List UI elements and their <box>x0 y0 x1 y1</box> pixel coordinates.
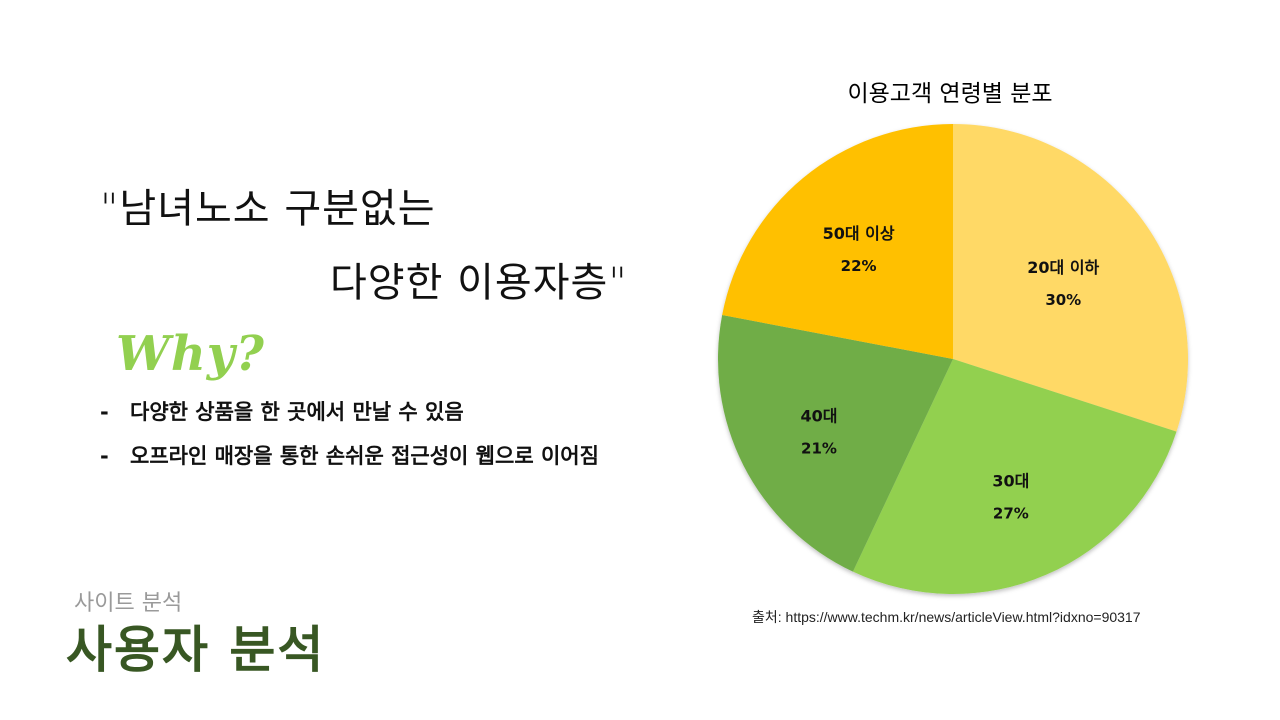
slice-value-label: 27% <box>993 505 1029 523</box>
pie-slice <box>852 359 1177 594</box>
bullet-dash: - <box>100 444 109 468</box>
chart-title: 이용고객 연령별 분포 <box>847 81 1053 107</box>
list-item: - 다양한 상품을 한 곳에서 만날 수 있음 <box>100 398 599 442</box>
pie-slice <box>718 314 953 572</box>
reason-list: - 다양한 상품을 한 곳에서 만날 수 있음 - 오프라인 매장을 통한 손쉬… <box>100 398 599 486</box>
slice-value-label: 30% <box>1045 291 1081 309</box>
list-item: - 오프라인 매장을 통한 손쉬운 접근성이 웹으로 이어짐 <box>100 442 599 486</box>
pie-slice <box>722 124 953 359</box>
slice-value-label: 22% <box>841 257 877 275</box>
quote-line-2: 다양한 이용자층" <box>330 260 628 306</box>
slice-label: 30대 <box>992 472 1029 491</box>
bullet-text: 다양한 상품을 한 곳에서 만날 수 있음 <box>130 400 464 424</box>
bullet-dash: - <box>100 400 109 424</box>
slice-label: 20대 이하 <box>1027 258 1099 277</box>
bullet-text: 오프라인 매장을 통한 손쉬운 접근성이 웹으로 이어짐 <box>130 444 599 468</box>
slice-label: 40대 <box>800 406 837 425</box>
slice-value-label: 21% <box>801 439 837 457</box>
page-title: 사용자 분석 <box>66 621 326 679</box>
section-subtitle: 사이트 분석 <box>74 591 183 616</box>
source-citation: 출처: https://www.techm.kr/news/articleVie… <box>752 609 1141 625</box>
pie-slice <box>953 124 1188 432</box>
why-heading: Why? <box>116 326 265 382</box>
slice-label: 50대 이상 <box>823 224 895 243</box>
quote-line-1: "남녀노소 구분없는 <box>100 186 436 232</box>
pie-chart: 20대 이하 30% 30대 27% 40대 21% 50대 이상 22% <box>718 124 1188 594</box>
